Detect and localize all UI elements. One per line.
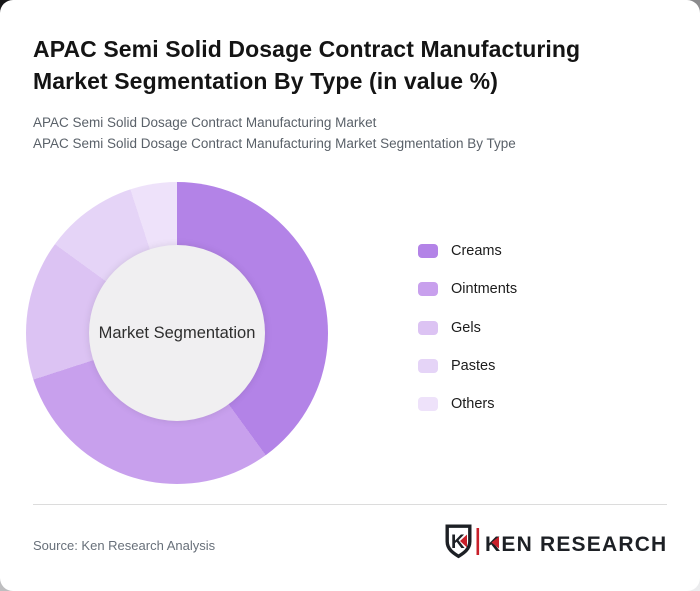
donut-chart[interactable]: Market Segmentation <box>26 182 328 484</box>
logo-shield-letter: K <box>451 532 465 553</box>
ken-research-logo: K KEN RESEARCH <box>445 524 667 559</box>
logo-shield-triangle-icon <box>460 534 467 548</box>
legend-item-label: Gels <box>451 319 481 336</box>
legend-item-others[interactable]: Others <box>418 396 517 413</box>
legend-item-ointments[interactable]: Ointments <box>418 281 518 298</box>
legend-swatch-icon <box>418 244 438 258</box>
logo-shield-icon <box>445 524 472 559</box>
page-title: APAC Semi Solid Dosage Contract Manufact… <box>33 36 581 94</box>
legend-swatch-icon <box>418 282 438 297</box>
legend: Creams Ointments Gels Pastes Others <box>418 243 518 435</box>
legend-swatch-icon <box>418 358 438 373</box>
chart-subtitles: APAC Semi Solid Dosage Contract Manufact… <box>33 113 516 154</box>
donut-center-label: Market Segmentation <box>98 323 256 342</box>
chart-subtitle-line1: APAC Semi Solid Dosage Contract Manufact… <box>33 115 377 130</box>
legend-item-label: Ointments <box>451 281 518 298</box>
donut-center: Market Segmentation <box>89 245 265 421</box>
legend-swatch-icon <box>418 320 438 335</box>
legend-item-gels[interactable]: Gels <box>418 319 517 336</box>
legend-item-creams[interactable]: Creams <box>418 243 517 259</box>
footer-divider <box>33 504 667 505</box>
legend-item-label: Others <box>451 396 495 413</box>
chart-subtitle-line2: APAC Semi Solid Dosage Contract Manufact… <box>33 135 516 151</box>
source-note: Source: Ken Research Analysis <box>33 538 216 553</box>
legend-item-label: Pastes <box>451 357 496 374</box>
logo-separator-bar <box>476 528 480 555</box>
logo-wordmark: KEN RESEARCH <box>485 533 667 556</box>
legend-item-pastes[interactable]: Pastes <box>418 357 517 374</box>
legend-swatch-icon <box>418 397 438 412</box>
logo-wordmark-triangle-icon <box>491 536 499 549</box>
legend-item-label: Creams <box>451 243 502 259</box>
